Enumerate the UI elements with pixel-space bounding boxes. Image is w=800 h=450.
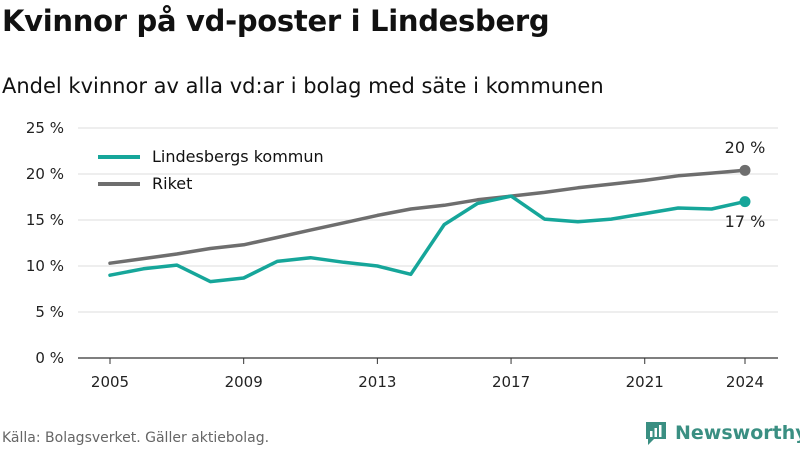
end-point-lindesberg (739, 196, 751, 208)
y-tick-label: 20 % (26, 165, 64, 183)
newsworthy-icon (646, 422, 666, 445)
chart-title: Kvinnor på vd-poster i Lindesberg (2, 4, 550, 38)
legend: Lindesbergs kommun Riket (98, 147, 324, 193)
series-lines (108, 168, 747, 284)
y-tick-label: 0 % (35, 349, 64, 367)
y-tick-label: 15 % (26, 211, 64, 229)
source-note: Källa: Bolagsverket. Gäller aktiebolag. (2, 430, 270, 446)
end-label-riket: 20 % (725, 138, 766, 157)
end-points (739, 164, 751, 208)
x-tick-label: 2013 (358, 373, 396, 391)
legend-label-riket: Riket (152, 174, 192, 193)
x-tick-label: 2021 (626, 373, 664, 391)
brand-name: Newsworthy (675, 422, 800, 444)
y-tick-label: 10 % (26, 257, 64, 275)
y-tick-label: 25 % (26, 119, 64, 137)
x-tick-label: 2017 (492, 373, 530, 391)
y-tick-label: 5 % (35, 303, 64, 321)
brand-logo[interactable]: Newsworthy (644, 420, 800, 446)
y-axis: 0 % 5 % 10 % 15 % 20 % 25 % (26, 119, 64, 367)
chart-subtitle: Andel kvinnor av alla vd:ar i bolag med … (2, 74, 604, 98)
x-axis: 2005 2009 2013 2017 2021 2024 (91, 358, 764, 391)
x-tick-label: 2024 (726, 373, 764, 391)
end-point-riket (739, 164, 751, 176)
series-line-lindesberg (108, 194, 747, 284)
grid-lines (78, 127, 778, 359)
end-label-lindesberg: 17 % (725, 212, 766, 231)
x-tick-label: 2009 (225, 373, 263, 391)
series-line-riket (108, 168, 747, 265)
x-tick-label: 2005 (91, 373, 129, 391)
legend-label-lindesberg: Lindesbergs kommun (152, 147, 324, 166)
